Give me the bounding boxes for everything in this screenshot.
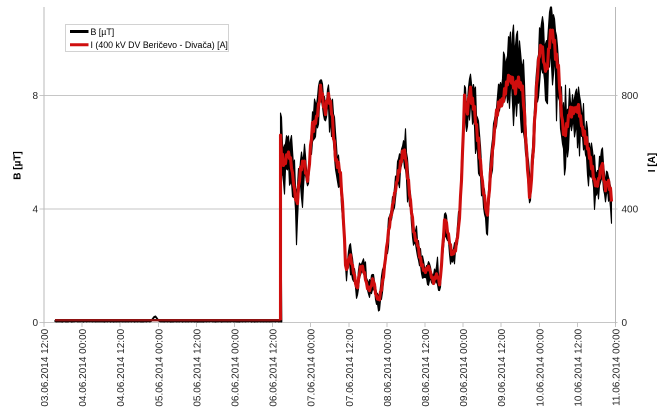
svg-text:09.06.2014 00:00: 09.06.2014 00:00 bbox=[459, 328, 470, 406]
svg-text:B [µT]: B [µT] bbox=[13, 151, 24, 180]
svg-text:04.06.2014 12:00: 04.06.2014 12:00 bbox=[116, 328, 127, 406]
svg-text:05.06.2014 12:00: 05.06.2014 12:00 bbox=[192, 328, 203, 406]
svg-text:I [A]: I [A] bbox=[647, 153, 658, 172]
svg-text:0: 0 bbox=[32, 318, 38, 329]
svg-text:03.06.2014 12:00: 03.06.2014 12:00 bbox=[40, 328, 51, 406]
svg-text:10.06.2014 12:00: 10.06.2014 12:00 bbox=[573, 328, 584, 406]
svg-text:08.06.2014 00:00: 08.06.2014 00:00 bbox=[383, 328, 394, 406]
svg-text:06.06.2014 12:00: 06.06.2014 12:00 bbox=[269, 328, 280, 406]
svg-text:07.06.2014 00:00: 07.06.2014 00:00 bbox=[307, 328, 318, 406]
svg-text:04.06.2014 00:00: 04.06.2014 00:00 bbox=[78, 328, 89, 406]
svg-text:10.06.2014 00:00: 10.06.2014 00:00 bbox=[535, 328, 546, 406]
svg-text:400: 400 bbox=[622, 205, 639, 216]
svg-text:800: 800 bbox=[622, 91, 639, 102]
svg-text:06.06.2014 00:00: 06.06.2014 00:00 bbox=[231, 328, 242, 406]
svg-text:11.06.2014 00:00: 11.06.2014 00:00 bbox=[612, 328, 623, 406]
svg-text:I (400 kV DV Beričevo - Divača: I (400 kV DV Beričevo - Divača) [A] bbox=[91, 40, 228, 50]
svg-text:B [µT]: B [µT] bbox=[91, 27, 115, 37]
svg-text:07.06.2014 12:00: 07.06.2014 12:00 bbox=[345, 328, 356, 406]
svg-text:0: 0 bbox=[622, 318, 628, 329]
svg-text:08.06.2014 12:00: 08.06.2014 12:00 bbox=[421, 328, 432, 406]
svg-text:8: 8 bbox=[32, 91, 38, 102]
svg-text:4: 4 bbox=[32, 205, 38, 216]
svg-text:09.06.2014 12:00: 09.06.2014 12:00 bbox=[497, 328, 508, 406]
svg-text:05.06.2014 00:00: 05.06.2014 00:00 bbox=[154, 328, 165, 406]
